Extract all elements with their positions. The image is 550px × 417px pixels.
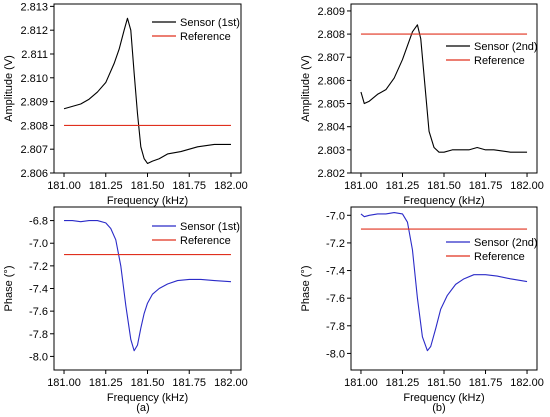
y-tick-label: 2.805: [317, 99, 345, 111]
x-tick-label: 181.75: [172, 377, 206, 389]
legend: Sensor (1st) Reference: [152, 221, 240, 247]
legend-label: Sensor (1st): [180, 221, 240, 233]
y-axis-label: Phase (°): [3, 266, 15, 312]
x-tick-label: 181.00: [47, 377, 81, 389]
y-tick-label: 2.810: [20, 73, 48, 85]
x-tick-label: 181.75: [172, 180, 206, 192]
series-line-0: [63, 17, 231, 165]
y-tick-label: 2.808: [20, 120, 48, 132]
y-tick-label: 2.806: [317, 75, 345, 87]
y-tick-label: 2.806: [20, 168, 48, 180]
chart-a_amp: 181.00 181.25 181.50 181.75 182.00 2.806 2.807…: [3, 1, 248, 207]
x-tick-label: 181.00: [47, 180, 81, 192]
legend-label: Reference: [474, 251, 525, 263]
chart-b_phase: 181.00 181.25 181.50 181.75 182.00 -7.0 -7.2 -7…: [300, 206, 544, 404]
y-tick-label: 2.807: [20, 144, 48, 156]
y-tick-label: 2.808: [317, 29, 345, 41]
chart-a_phase: 181.00 181.25 181.50 181.75 182.00 -6.8 -7.0 -7…: [3, 206, 248, 404]
y-tick-label: -7.2: [29, 261, 48, 273]
y-tick-label: 2.807: [317, 52, 345, 64]
x-tick-label: 181.00: [344, 180, 378, 192]
legend-label: Sensor (2nd): [474, 41, 538, 53]
y-tick-label: 2.809: [317, 6, 345, 18]
y-tick-label: 2.812: [20, 25, 48, 37]
y-tick-label: -7.8: [326, 321, 345, 333]
y-tick-label: -7.6: [29, 306, 48, 318]
x-axis-label: Frequency (kHz): [107, 392, 188, 404]
x-axis-label: Frequency (kHz): [107, 195, 188, 207]
y-tick-label: -7.4: [29, 284, 48, 296]
x-tick-label: 182.00: [214, 377, 248, 389]
y-tick-label: -6.8: [29, 216, 48, 228]
y-tick-label: 2.803: [317, 145, 345, 157]
legend: Sensor (2nd) Reference: [446, 237, 538, 263]
plot-frame: [53, 3, 242, 174]
series-line-0: [360, 24, 528, 153]
caption-a: (a): [136, 402, 149, 414]
y-tick-label: 2.813: [20, 1, 48, 13]
x-tick-label: 182.00: [214, 180, 248, 192]
y-tick-label: -7.4: [326, 266, 345, 278]
x-tick-label: 181.50: [427, 377, 461, 389]
y-tick-label: -7.2: [326, 238, 345, 250]
y-tick-label: 2.804: [317, 122, 345, 134]
legend-label: Sensor (1st): [180, 17, 240, 29]
plot-frame: [350, 206, 538, 371]
y-tick-label: -8.0: [326, 348, 345, 360]
x-tick-label: 181.50: [427, 180, 461, 192]
y-axis-label: Phase (°): [300, 266, 312, 312]
legend-label: Reference: [474, 55, 525, 67]
y-tick-label: -7.0: [29, 238, 48, 250]
legend: Sensor (2nd) Reference: [446, 41, 538, 67]
x-tick-label: 182.00: [510, 180, 544, 192]
legend-label: Reference: [180, 31, 231, 43]
x-tick-label: 182.00: [510, 377, 544, 389]
x-tick-label: 181.25: [386, 180, 420, 192]
x-axis-label: Frequency (kHz): [403, 195, 484, 207]
chart-b_amp: 181.00 181.25 181.50 181.75 182.00 2.802 2.803…: [300, 3, 544, 207]
legend-label: Sensor (2nd): [474, 237, 538, 249]
y-tick-label: 2.809: [20, 97, 48, 109]
x-tick-label: 181.75: [469, 377, 503, 389]
y-tick-label: -7.6: [326, 293, 345, 305]
y-tick-label: 2.802: [317, 168, 345, 180]
legend: Sensor (1st) Reference: [152, 17, 240, 43]
x-tick-label: 181.25: [89, 180, 123, 192]
legend-label: Reference: [180, 235, 231, 247]
series-line-0: [360, 211, 528, 352]
plot-frame: [350, 3, 538, 174]
x-tick-label: 181.50: [131, 377, 165, 389]
x-tick-label: 181.25: [89, 377, 123, 389]
x-tick-label: 181.00: [344, 377, 378, 389]
y-tick-label: -7.8: [29, 329, 48, 341]
y-axis-label: Amplitude (V): [300, 55, 312, 122]
x-tick-label: 181.75: [469, 180, 503, 192]
x-tick-label: 181.25: [386, 377, 420, 389]
y-tick-label: -7.0: [326, 210, 345, 222]
x-axis-label: Frequency (kHz): [403, 392, 484, 404]
y-tick-label: 2.811: [21, 49, 48, 61]
series-line-0: [64, 220, 232, 352]
caption-b: (b): [432, 402, 445, 414]
x-tick-label: 181.50: [131, 180, 165, 192]
y-tick-label: -8.0: [29, 351, 48, 363]
y-axis-label: Amplitude (V): [3, 55, 15, 122]
